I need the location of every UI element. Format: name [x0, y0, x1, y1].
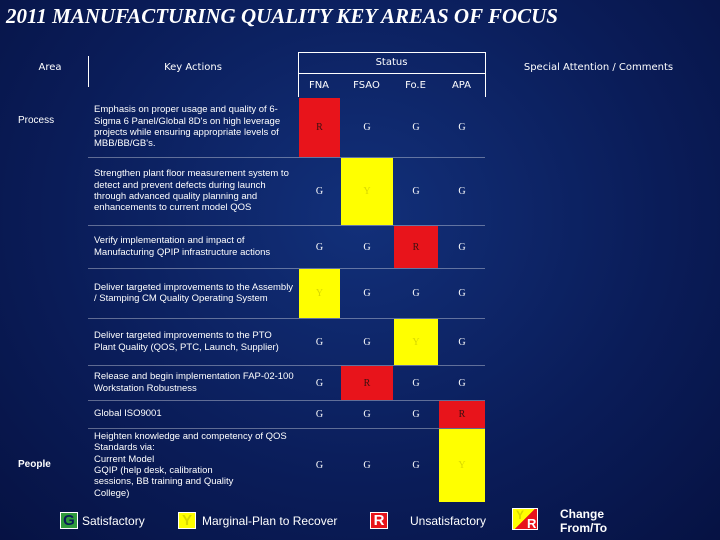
- status-cell: Y: [394, 319, 438, 365]
- change-label: Change From/To: [560, 507, 608, 536]
- row-line: [88, 157, 485, 158]
- status-cell: G: [458, 241, 466, 253]
- key-action: Release and begin implementation FAP-02-…: [94, 371, 294, 394]
- area-label: People: [18, 459, 51, 470]
- status-cell: G: [315, 409, 324, 420]
- legend-item: Y Marginal-Plan to Recover: [178, 512, 337, 529]
- status-cell: G: [315, 336, 324, 348]
- header-status-col: APA: [451, 79, 472, 91]
- status-cell: G: [412, 377, 420, 389]
- key-action: Emphasis on proper usage and quality of …: [94, 104, 281, 150]
- status-cell: R: [299, 98, 340, 157]
- header-key-actions: Key Actions: [164, 62, 222, 73]
- area-label: Process: [18, 115, 55, 126]
- status-cell: G: [363, 241, 371, 253]
- status-cell: G: [315, 377, 324, 389]
- row-line: [88, 428, 485, 429]
- top-line: [298, 52, 485, 53]
- header-status-col: FSAO: [353, 79, 380, 91]
- col-line: [298, 56, 299, 87]
- legend-label: Unsatisfactory: [410, 513, 487, 528]
- status-cell: G: [458, 288, 466, 299]
- header-status-col: FNA: [308, 79, 330, 91]
- title: 2011 MANUFACTURING QUALITY KEY AREAS OF …: [6, 4, 558, 28]
- status-cell: G: [315, 460, 324, 471]
- key-action: Deliver targeted improvements to the Ass…: [94, 281, 294, 304]
- key-action: Deliver targeted improvements to the PTO…: [94, 330, 279, 353]
- status-cell: G: [315, 241, 324, 253]
- row-line: [88, 400, 485, 401]
- header-status: Status: [375, 57, 408, 68]
- key-action: Verify implementation and impact of Manu…: [94, 235, 271, 258]
- status-cell: G: [412, 122, 420, 133]
- header-line: [298, 73, 485, 74]
- status-cell: R: [439, 401, 485, 428]
- status-cell: G: [315, 186, 324, 197]
- row-line: [88, 268, 485, 269]
- change-from: Y: [516, 508, 525, 522]
- legend-swatch: Y: [178, 512, 196, 529]
- change-to: R: [527, 516, 537, 531]
- legend-swatch: R: [370, 512, 388, 529]
- header-area: Area: [38, 62, 62, 73]
- status-cell: G: [458, 377, 466, 389]
- status-cell: R: [341, 366, 393, 400]
- row-line: [88, 365, 485, 366]
- status-cell: G: [412, 186, 420, 197]
- status-cell: G: [412, 288, 420, 299]
- status-cell: G: [363, 460, 371, 471]
- key-action: Strengthen plant floor measurement syste…: [94, 168, 289, 214]
- status-cell: Y: [439, 429, 485, 502]
- status-cell: G: [412, 409, 420, 420]
- header-status-col: Fo.E: [405, 79, 426, 91]
- legend-item: R Unsatisfactory: [370, 512, 486, 529]
- status-cell: G: [363, 122, 371, 133]
- legend-label: Marginal-Plan to Recover: [202, 513, 338, 528]
- status-cell: Y: [341, 158, 393, 225]
- status-cell: G: [363, 409, 371, 420]
- row-line: [88, 225, 485, 226]
- status-cell: G: [363, 288, 371, 299]
- col-line: [88, 56, 89, 87]
- legend-item: G Satisfactory: [60, 512, 145, 529]
- legend-label: Satisfactory: [82, 513, 145, 528]
- row-line: [88, 318, 485, 319]
- status-cell: G: [412, 460, 420, 471]
- key-action: Heighten knowledge and competency of QOS…: [94, 430, 287, 499]
- status-cell: G: [458, 186, 466, 197]
- status-cell: Y: [299, 269, 340, 318]
- col-line: [485, 56, 486, 87]
- legend-swatch: G: [60, 512, 78, 529]
- status-cell: G: [458, 336, 466, 348]
- header-comments: Special Attention / Comments: [523, 62, 674, 73]
- status-cell: G: [363, 336, 371, 348]
- status-cell: G: [458, 122, 466, 133]
- status-cell: R: [394, 226, 438, 268]
- key-action: Global ISO9001: [94, 408, 162, 420]
